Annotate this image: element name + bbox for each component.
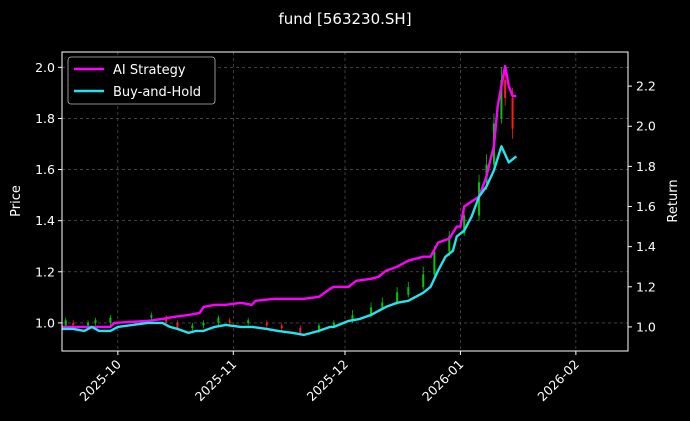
candle-body [433, 251, 436, 275]
candle-body [407, 287, 410, 295]
chart-title: fund [563230.SH] [278, 10, 411, 28]
y-right-tick-label: 1.4 [636, 239, 656, 254]
y-right-tick-label: 1.2 [636, 279, 656, 294]
candle-body [87, 322, 90, 326]
y-right-tick-label: 1.8 [636, 159, 656, 174]
candle-body [217, 317, 220, 323]
candle-body [463, 215, 466, 234]
candle-body [422, 274, 425, 288]
candle-body [176, 322, 179, 328]
candle-body [265, 322, 268, 326]
candle-body [94, 320, 97, 323]
candle-body [500, 80, 503, 119]
candle-body [228, 320, 231, 323]
candle-body [247, 320, 250, 323]
y-axis-left: 1.0 1.2 1.4 1.6 1.8 2.0 [35, 60, 62, 330]
candle-body [396, 292, 399, 303]
legend-label-ai-strategy: AI Strategy [113, 63, 186, 78]
candle-body [448, 236, 451, 252]
y-right-tick-label: 2.2 [636, 79, 656, 94]
y-right-tick-label: 1.6 [636, 199, 656, 214]
y-right-tick-label: 2.0 [636, 119, 656, 134]
candle-body [150, 315, 153, 318]
candle-body [332, 322, 335, 326]
candle-body [165, 317, 168, 323]
y-left-tick-label: 1.0 [35, 315, 55, 330]
candle-body [504, 80, 507, 98]
y-left-tick-label: 2.0 [35, 60, 55, 75]
candle-body [511, 98, 514, 129]
candle-body [280, 325, 283, 328]
candle-body [202, 322, 205, 326]
y-left-tick-label: 1.8 [35, 111, 55, 126]
candle-body [191, 325, 194, 328]
candle-body [72, 322, 75, 326]
series-layer [62, 64, 518, 337]
candle-body [381, 302, 384, 308]
legend: AI Strategy Buy-and-Hold [67, 56, 216, 105]
candle-body [64, 320, 67, 326]
y-left-tick-label: 1.4 [35, 213, 55, 228]
y-left-tick-label: 1.6 [35, 162, 55, 177]
y-axis-left-label: Price [9, 185, 24, 217]
y-axis-right: 1.0 1.2 1.4 1.6 1.8 2.0 2.2 [628, 79, 656, 334]
candle-body [351, 315, 354, 321]
buy-and-hold-line [62, 145, 518, 337]
candle-body [299, 328, 302, 334]
y-axis-right-label: Return [666, 179, 681, 222]
candle-body [109, 317, 112, 323]
legend-label-buy-and-hold: Buy-and-Hold [113, 85, 201, 100]
legend-box [67, 56, 216, 105]
y-left-tick-label: 1.2 [35, 264, 55, 279]
candle-body [370, 307, 373, 316]
y-right-tick-label: 1.0 [636, 319, 656, 334]
candle-body [317, 325, 320, 331]
